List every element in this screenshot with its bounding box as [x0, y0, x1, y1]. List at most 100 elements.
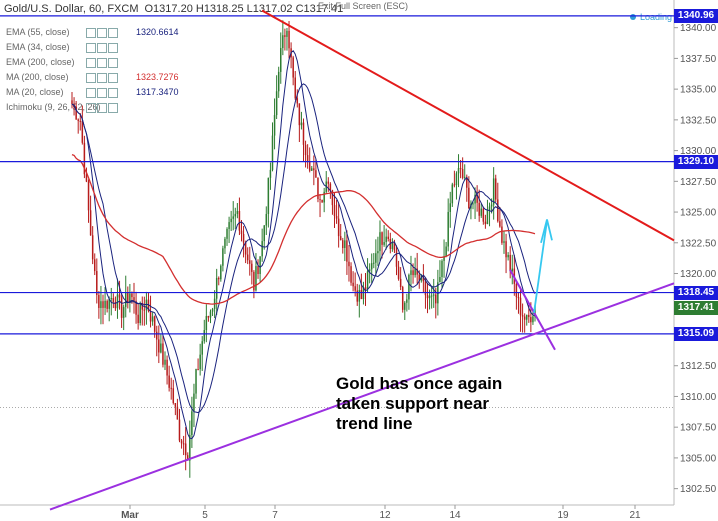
candle-body: [397, 266, 400, 279]
candle-body: [424, 281, 427, 296]
indicator-settings-icon[interactable]: [86, 27, 119, 38]
candle-body: [191, 411, 193, 436]
candle-body: [249, 260, 251, 264]
y-tick-label: 1330.00: [680, 146, 717, 157]
x-tick-label: 21: [629, 510, 641, 521]
indicator-row[interactable]: EMA (55, close) 1320.6614: [6, 27, 179, 38]
candle-body: [180, 440, 183, 444]
candle-body: [302, 122, 305, 145]
candle-body: [311, 168, 313, 171]
candle-body: [232, 216, 234, 219]
candle-body: [432, 294, 435, 296]
indicator-settings-icon[interactable]: [86, 72, 119, 83]
candle-body: [410, 270, 412, 275]
candle-body: [118, 294, 121, 298]
candle-body: [158, 339, 160, 353]
candle-body: [207, 316, 210, 318]
candle-body: [451, 184, 454, 204]
candle-body: [228, 222, 230, 229]
candle-body: [129, 293, 131, 303]
candle-body: [474, 194, 476, 204]
candle-body: [273, 115, 276, 136]
candle-body: [98, 295, 100, 308]
candle-body: [280, 48, 282, 72]
candle-body: [323, 191, 325, 203]
candle-body: [170, 387, 172, 389]
candle-body: [494, 178, 497, 200]
y-tick-label: 1325.00: [680, 208, 717, 219]
indicator-row[interactable]: Ichimoku (9, 26, 52, 26): [6, 102, 118, 113]
candle-body: [418, 274, 420, 281]
candle-body: [286, 30, 288, 37]
candle-body: [528, 314, 530, 318]
candle-body: [96, 271, 98, 296]
indicator-settings-icon[interactable]: [86, 87, 119, 98]
candle-body: [412, 270, 414, 276]
candle-body: [383, 242, 385, 245]
candle-body: [370, 263, 373, 270]
candle-body: [472, 203, 474, 205]
candle-body: [364, 287, 367, 290]
candle-body: [385, 236, 387, 243]
candle-body: [81, 120, 84, 143]
indicator-row[interactable]: MA (20, close) 1317.3470: [6, 87, 179, 98]
exit-fullscreen-button[interactable]: Exit Full Screen (ESC): [318, 1, 409, 11]
candle-body: [445, 246, 447, 257]
candle-body: [110, 298, 113, 300]
candle-body: [151, 316, 154, 322]
candle-body: [426, 295, 429, 299]
candle-body: [296, 98, 299, 104]
candle-body: [184, 443, 187, 456]
candle-body: [294, 77, 296, 99]
candle-body: [329, 183, 332, 191]
candle-body: [71, 100, 73, 105]
candle-body: [435, 294, 437, 304]
candle-body: [335, 216, 338, 219]
loading-label: Loading: [640, 12, 673, 22]
candle-body: [443, 256, 445, 261]
candle-body: [242, 233, 245, 243]
candle-body: [499, 221, 501, 227]
candle-body: [304, 144, 307, 156]
candle-body: [143, 309, 146, 311]
candle-body: [222, 248, 224, 266]
y-tick-label: 1312.50: [680, 361, 717, 372]
candle-body: [259, 256, 261, 274]
candle-body: [75, 106, 77, 120]
candle-body: [466, 176, 468, 188]
candle-body: [387, 236, 389, 239]
candle-body: [195, 369, 197, 394]
y-tick-label: 1327.50: [680, 177, 717, 188]
indicator-settings-icon[interactable]: [86, 102, 119, 113]
candle-body: [348, 261, 350, 267]
candle-body: [391, 242, 394, 249]
bullish-arrow: [533, 220, 548, 313]
candle-body: [89, 210, 92, 236]
indicator-row[interactable]: MA (200, close) 1323.7276: [6, 72, 179, 83]
candle-body: [265, 213, 268, 226]
candle-body: [455, 173, 458, 185]
candle-body: [401, 287, 404, 310]
candle-body: [484, 221, 487, 225]
candle-body: [368, 269, 371, 272]
candle-body: [344, 240, 346, 248]
indicator-row[interactable]: EMA (34, close): [6, 42, 118, 53]
y-tick-label: 1320.00: [680, 269, 717, 280]
candle-body: [521, 315, 524, 317]
indicator-label: MA (20, close): [6, 87, 64, 97]
indicator-settings-icon[interactable]: [86, 57, 119, 68]
symbol-label[interactable]: Gold/U.S. Dollar, 60, FXCM O1317.20 H1318…: [4, 3, 343, 15]
indicator-settings-icon[interactable]: [86, 42, 119, 53]
candle-body: [515, 283, 518, 298]
candle-body: [244, 242, 247, 255]
y-tick-label: 1307.50: [680, 423, 717, 434]
candle-body: [486, 209, 489, 225]
candle-body: [147, 299, 150, 311]
candle-body: [298, 103, 301, 126]
x-tick-label: 7: [272, 510, 278, 521]
candle-body: [459, 168, 462, 170]
indicator-row[interactable]: EMA (200, close): [6, 57, 118, 68]
current-price-label: 1317.41: [674, 301, 718, 316]
level-price-label: 1340.96: [674, 8, 718, 23]
